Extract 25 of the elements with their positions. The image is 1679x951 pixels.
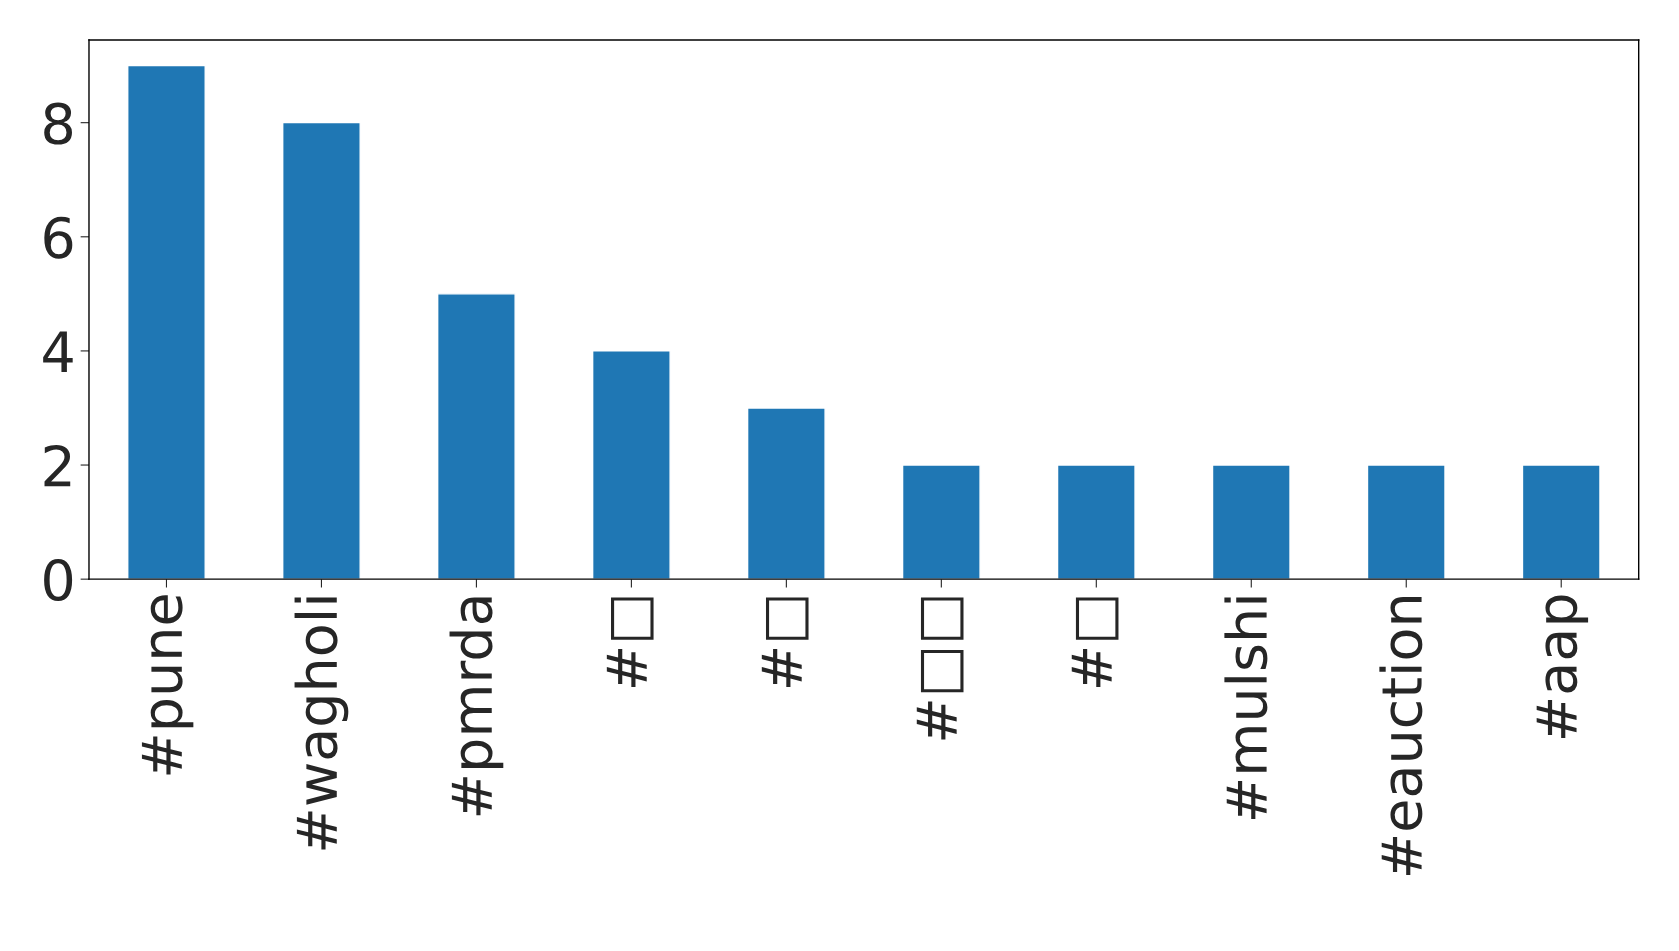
x-tick-label: #□ [606, 597, 654, 688]
bar [1521, 464, 1601, 580]
y-tick-label: 8 [44, 102, 72, 145]
bar [282, 121, 361, 580]
x-tick-label: #pmrda [449, 597, 504, 816]
bar [1211, 464, 1291, 580]
x-tick-label: #□□ [916, 597, 964, 740]
x-tick-label: #□ [761, 597, 809, 688]
bar [1366, 464, 1446, 580]
bar [1056, 464, 1136, 580]
x-tick-label: #eauction [1379, 597, 1423, 876]
x-tick-label: #mulshi [1224, 597, 1268, 819]
x-tick-label: #aap [1536, 595, 1589, 738]
x-tick-label: #wagholi [294, 597, 349, 850]
y-tick-label: 2 [44, 444, 71, 487]
bar [127, 64, 206, 580]
bar [746, 407, 826, 580]
bar [591, 350, 671, 580]
y-tick-label: 6 [44, 216, 73, 259]
y-tick-label: 4 [43, 331, 73, 373]
x-tick-label: #□ [1071, 597, 1119, 688]
bar [436, 293, 516, 580]
x-tick-label: #pune [141, 595, 194, 775]
bar [901, 464, 981, 580]
y-tick-label: 0 [44, 559, 73, 602]
